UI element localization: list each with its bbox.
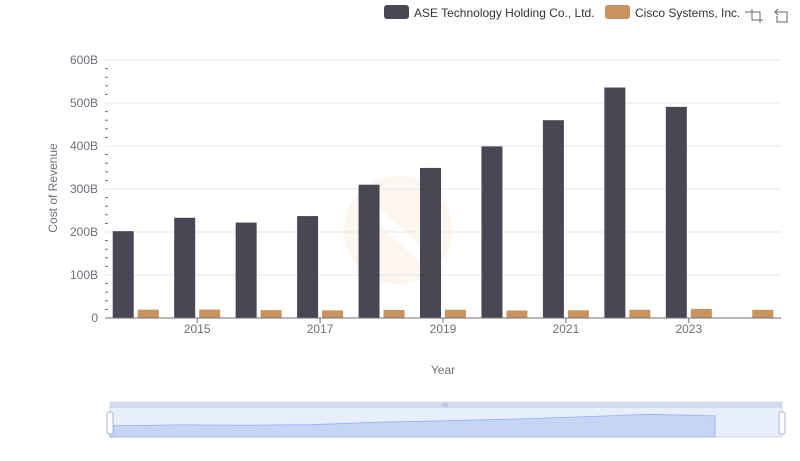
x-tick-label: 2021 bbox=[553, 322, 580, 336]
legend-label-ase: ASE Technology Holding Co., Ltd. bbox=[414, 6, 595, 20]
legend: ASE Technology Holding Co., Ltd. Cisco S… bbox=[384, 5, 740, 20]
datazoom-handle-left[interactable] bbox=[106, 411, 114, 435]
y-tick-label: 600B bbox=[70, 53, 98, 67]
legend-item-ase[interactable]: ASE Technology Holding Co., Ltd. bbox=[384, 5, 595, 20]
bars bbox=[112, 87, 774, 319]
y-axis-title: Cost of Revenue bbox=[46, 143, 60, 233]
zoom-icon[interactable] bbox=[745, 9, 763, 23]
bar-ase-2019[interactable] bbox=[420, 167, 441, 318]
bar-ase-2014[interactable] bbox=[112, 231, 134, 318]
x-tick-label: 2023 bbox=[675, 322, 702, 336]
y-tick-label: 200B bbox=[70, 225, 98, 239]
bar-cisco-2018[interactable] bbox=[383, 309, 405, 318]
bar-cisco-2023[interactable] bbox=[690, 308, 712, 318]
y-tick-label: 500B bbox=[70, 96, 98, 110]
bar-cisco-2017[interactable] bbox=[322, 310, 344, 318]
y-axis: 0 100B 200B 300B 400B 500B 600B bbox=[70, 53, 108, 325]
x-tick-label: 2015 bbox=[184, 322, 211, 336]
bar-ase-2016[interactable] bbox=[235, 222, 257, 318]
y-tick-label: 0 bbox=[91, 311, 98, 325]
bar-ase-2023[interactable] bbox=[665, 106, 687, 319]
datazoom-top-bar[interactable] bbox=[110, 402, 782, 408]
datazoom-preview-area bbox=[109, 413, 716, 438]
bar-ase-2018[interactable] bbox=[358, 184, 380, 318]
y-tick-label: 400B bbox=[70, 139, 98, 153]
x-tick-label: 2017 bbox=[307, 322, 334, 336]
bar-ase-2020[interactable] bbox=[481, 146, 503, 318]
datazoom-handle-right[interactable] bbox=[778, 411, 786, 435]
y-tick-label: 300B bbox=[70, 182, 98, 196]
legend-swatch-ase bbox=[384, 5, 409, 19]
bar-ase-2022[interactable] bbox=[604, 87, 626, 319]
restore-icon[interactable] bbox=[774, 8, 788, 23]
bar-cisco-2015[interactable] bbox=[199, 309, 221, 318]
x-axis-title: Year bbox=[431, 363, 455, 377]
bar-ase-2015[interactable] bbox=[174, 217, 196, 318]
legend-item-cisco[interactable]: Cisco Systems, Inc. bbox=[605, 5, 740, 20]
datazoom-grip-icon[interactable] bbox=[442, 403, 448, 407]
legend-swatch-cisco bbox=[605, 5, 630, 19]
bar-cisco-2024[interactable] bbox=[752, 309, 774, 318]
bar-cisco-2021[interactable] bbox=[567, 310, 589, 318]
bar-cisco-2022[interactable] bbox=[629, 309, 651, 318]
bar-ase-2021[interactable] bbox=[542, 120, 564, 318]
bar-cisco-2019[interactable] bbox=[445, 309, 466, 318]
bar-cisco-2020[interactable] bbox=[506, 310, 528, 318]
y-tick-label: 100B bbox=[70, 268, 98, 282]
bar-cisco-2014[interactable] bbox=[137, 309, 159, 318]
bar-cisco-2016[interactable] bbox=[260, 310, 282, 318]
bar-ase-2017[interactable] bbox=[297, 216, 319, 318]
x-tick-label: 2019 bbox=[430, 322, 457, 336]
legend-label-cisco: Cisco Systems, Inc. bbox=[635, 6, 740, 20]
datazoom-slider[interactable] bbox=[106, 401, 786, 438]
x-axis: 2015 2017 2019 2021 2023 bbox=[105, 317, 781, 336]
